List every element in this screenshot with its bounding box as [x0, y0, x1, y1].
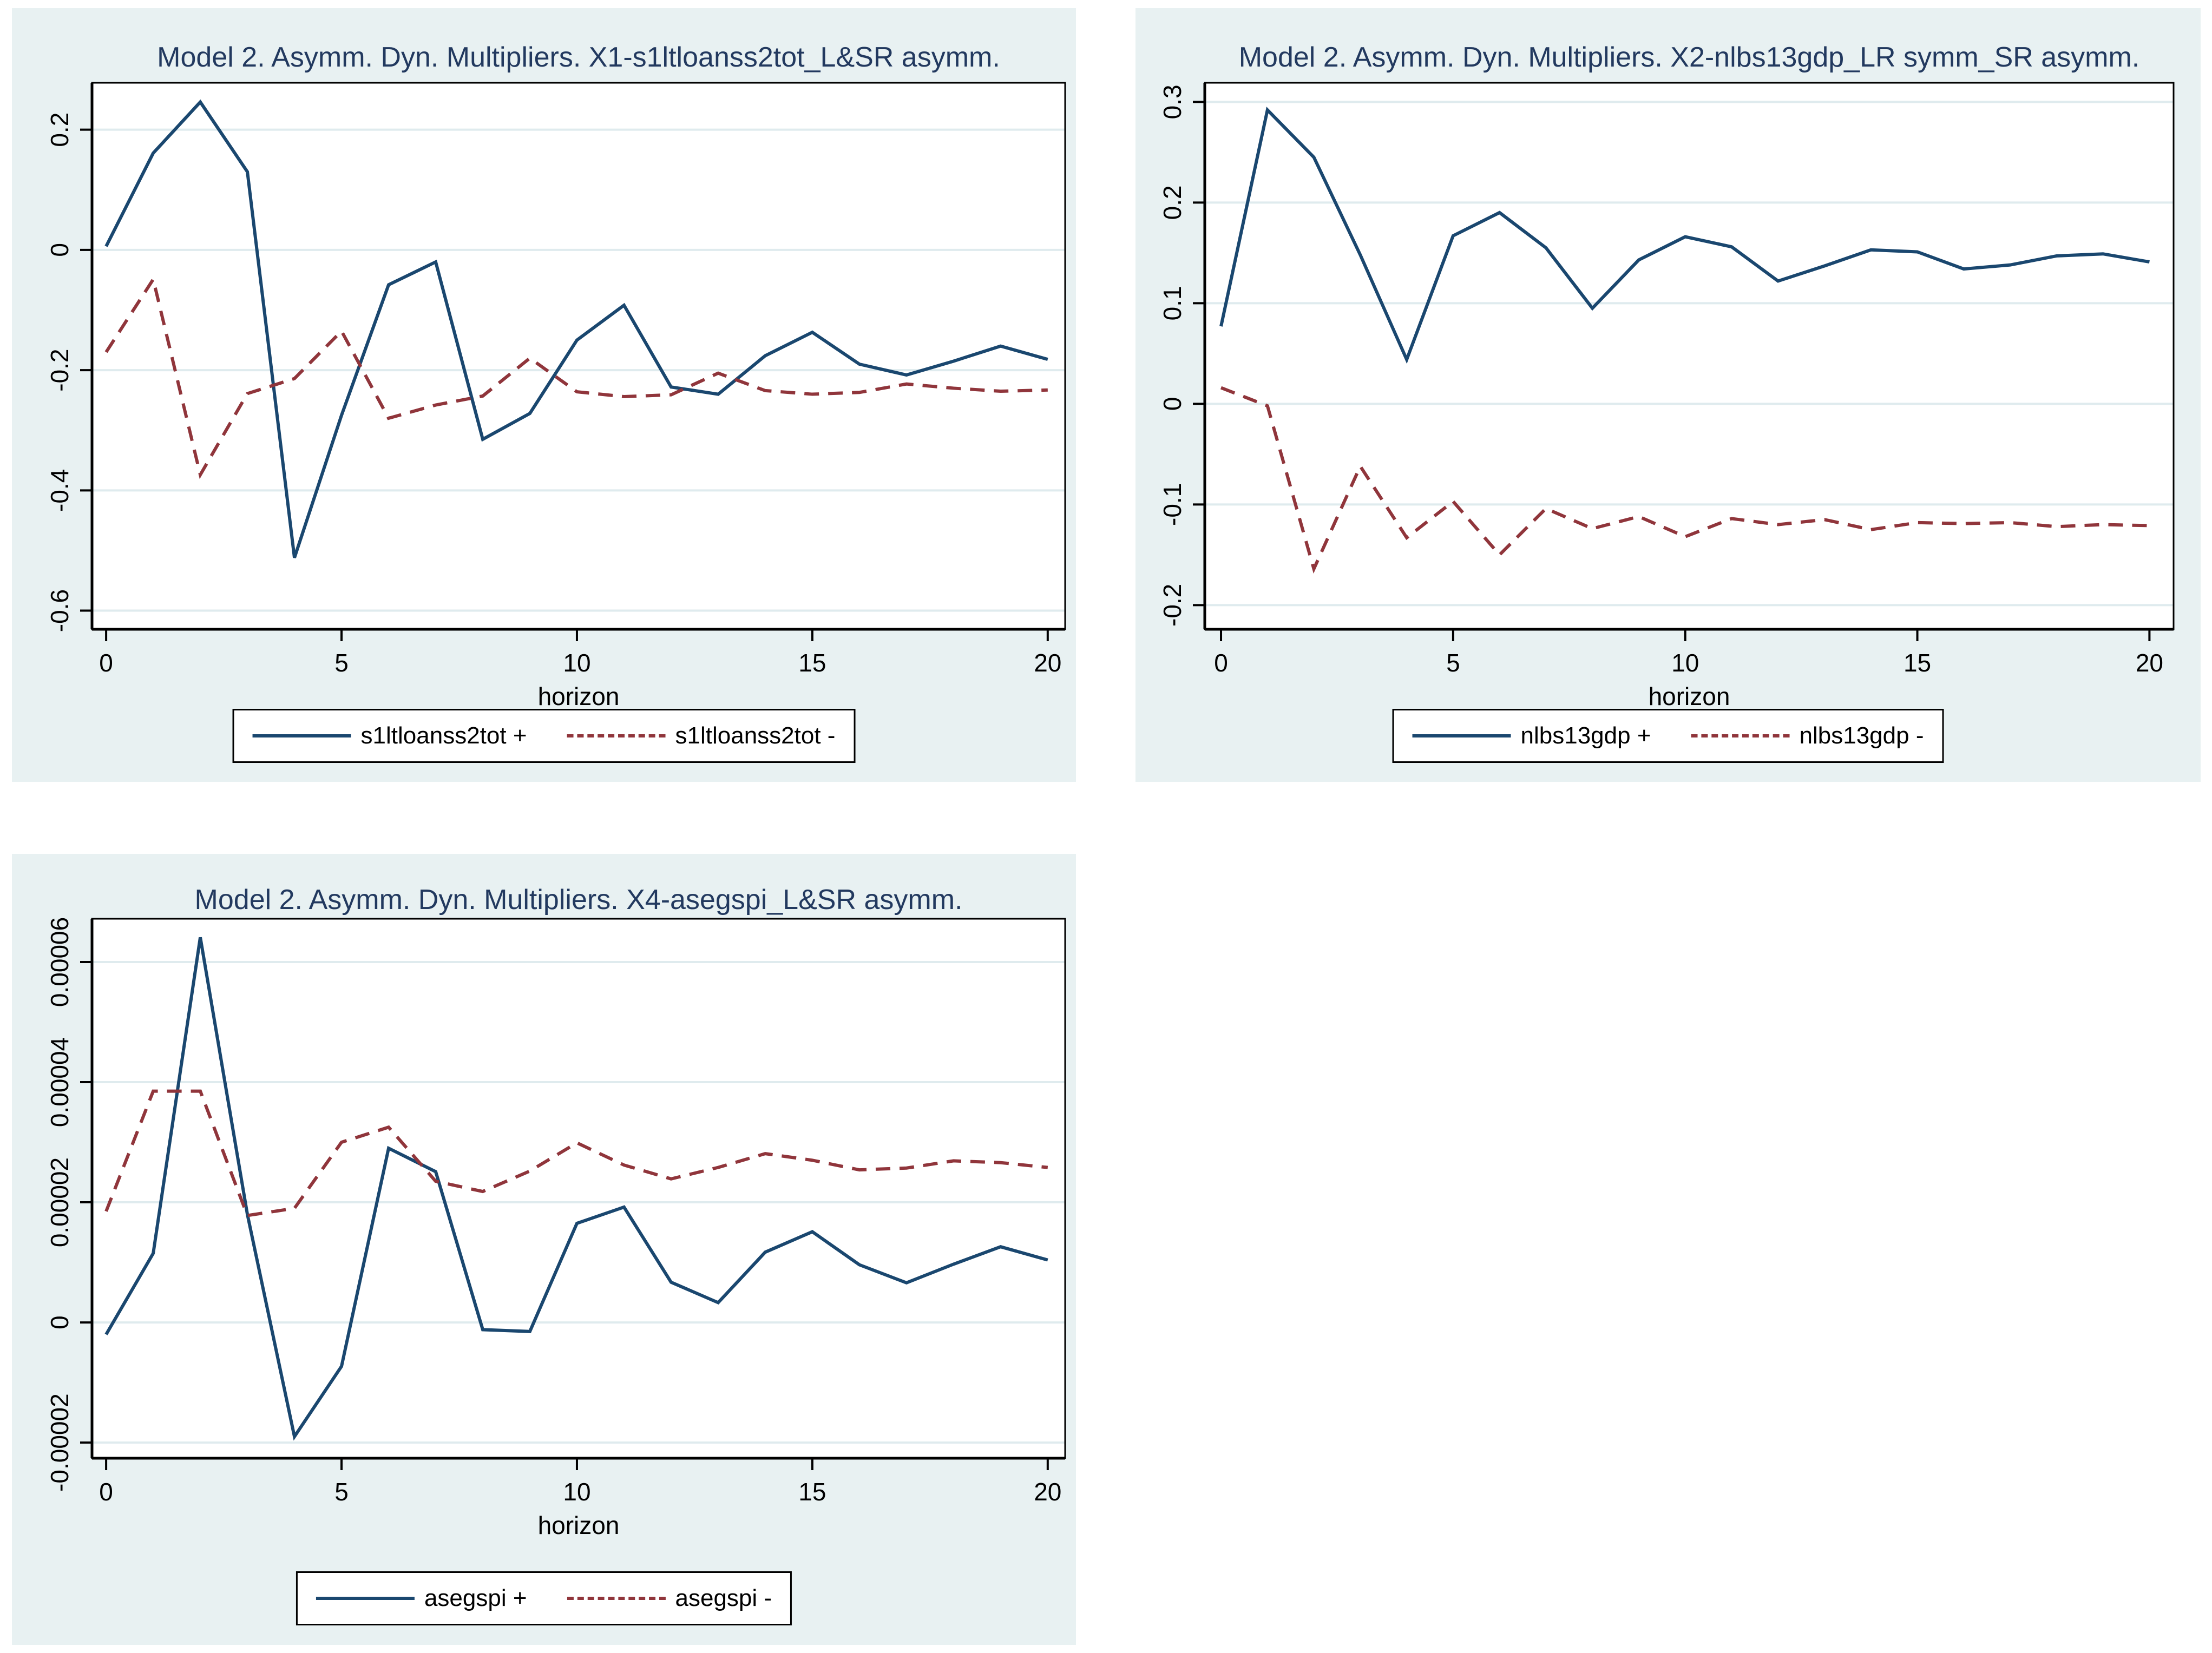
line-plot-x2: 0.3 0.2 0.1 0 -0.1 -0.2 0 5 10 15 20 horizon	[1158, 82, 2175, 710]
legend-label: nlbs13gdp +	[1520, 722, 1651, 749]
svg-text:0.00002: 0.00002	[45, 1157, 74, 1247]
svg-text:-0.1: -0.1	[1158, 483, 1186, 526]
svg-text:0: 0	[45, 1315, 74, 1329]
legend-entry: asegspi +	[316, 1585, 527, 1612]
chart-panel-x1: 0.2 0 -0.2 -0.4 -0.6 0 5 10 15 20 horizon Model 2.…	[12, 8, 1076, 782]
svg-text:15: 15	[1903, 649, 1931, 677]
legend-entry: s1ltloanss2tot -	[567, 722, 836, 749]
chart-title-x2: Model 2. Asymm. Dyn. Multipliers. X2-nlb…	[1238, 42, 2140, 73]
svg-text:0.1: 0.1	[1158, 286, 1186, 320]
legend-entry: asegspi -	[567, 1585, 772, 1612]
svg-text:0.3: 0.3	[1158, 84, 1186, 119]
chart-title-x1: Model 2. Asymm. Dyn. Multipliers. X1-s1l…	[157, 42, 1000, 73]
svg-text:0: 0	[1158, 397, 1186, 411]
svg-text:-0.2: -0.2	[45, 348, 74, 391]
dashed-line-sample-icon	[567, 734, 666, 737]
svg-text:-0.2: -0.2	[1158, 584, 1186, 627]
legend-entry: nlbs13gdp +	[1412, 722, 1651, 749]
dashed-line-sample-icon	[1691, 734, 1790, 737]
dashed-line-sample-icon	[567, 1597, 666, 1600]
legend-x2: nlbs13gdp + nlbs13gdp -	[1392, 709, 1944, 763]
legend-label: s1ltloanss2tot -	[675, 722, 836, 749]
svg-text:15: 15	[798, 1478, 826, 1506]
solid-line-sample-icon	[316, 1597, 415, 1600]
legend-label: asegspi -	[675, 1585, 772, 1611]
svg-text:10: 10	[563, 649, 590, 677]
svg-text:0: 0	[45, 243, 74, 257]
svg-text:10: 10	[563, 1478, 590, 1506]
svg-text:5: 5	[1446, 649, 1460, 677]
svg-text:15: 15	[798, 649, 826, 677]
chart-title-x4: Model 2. Asymm. Dyn. Multipliers. X4-ase…	[194, 884, 963, 916]
svg-text:-0.6: -0.6	[45, 589, 74, 632]
chart-panel-x4: 0.00006 0.00004 0.00002 0 -0.00002 0 5 10 15 20 ho…	[12, 854, 1076, 1645]
svg-text:horizon: horizon	[538, 682, 620, 710]
chart-panel-x2: 0.3 0.2 0.1 0 -0.1 -0.2 0 5 10 15 20 horizon Model …	[1135, 8, 2201, 782]
svg-text:20: 20	[1034, 1478, 1061, 1506]
line-plot-x4: 0.00006 0.00004 0.00002 0 -0.00002 0 5 10 15 20 ho…	[45, 917, 1066, 1539]
svg-text:20: 20	[1034, 649, 1061, 677]
svg-text:0.00006: 0.00006	[45, 917, 74, 1007]
svg-text:5: 5	[334, 649, 349, 677]
solid-line-sample-icon	[1412, 734, 1511, 737]
legend-x1: s1ltloanss2tot + s1ltloanss2tot -	[232, 709, 856, 763]
svg-text:horizon: horizon	[538, 1511, 620, 1539]
svg-text:10: 10	[1671, 649, 1699, 677]
svg-text:horizon: horizon	[1649, 682, 1730, 710]
legend-label: asegspi +	[424, 1585, 527, 1611]
legend-label: s1ltloanss2tot +	[360, 722, 527, 749]
solid-line-sample-icon	[252, 734, 351, 737]
svg-text:0: 0	[99, 649, 113, 677]
svg-text:20: 20	[2136, 649, 2163, 677]
svg-text:0.00004: 0.00004	[45, 1037, 74, 1127]
legend-entry: s1ltloanss2tot +	[252, 722, 527, 749]
line-plot-x1: 0.2 0 -0.2 -0.4 -0.6 0 5 10 15 20 horizon	[45, 82, 1066, 710]
svg-text:-0.4: -0.4	[45, 469, 74, 512]
svg-text:-0.00002: -0.00002	[45, 1393, 74, 1492]
svg-text:5: 5	[334, 1478, 349, 1506]
legend-entry: nlbs13gdp -	[1691, 722, 1924, 749]
legend-label: nlbs13gdp -	[1799, 722, 1924, 749]
legend-x4: asegspi + asegspi -	[296, 1571, 792, 1625]
svg-text:0.2: 0.2	[45, 113, 74, 147]
svg-text:0: 0	[99, 1478, 113, 1506]
svg-text:0.2: 0.2	[1158, 185, 1186, 220]
svg-text:0: 0	[1214, 649, 1228, 677]
